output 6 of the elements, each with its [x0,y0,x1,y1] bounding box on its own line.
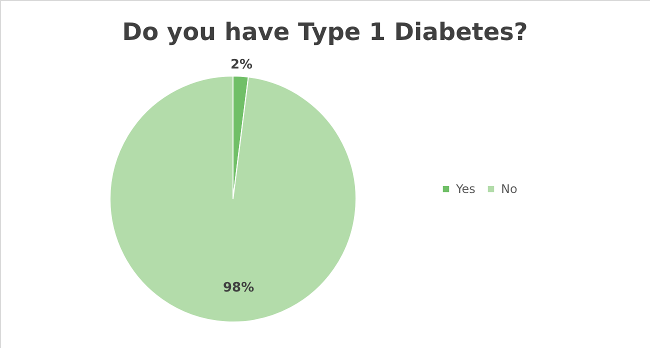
data-label: 2% [230,57,253,72]
legend-label: Yes [455,182,476,196]
pie-slice [110,76,356,322]
chart-title: Do you have Type 1 Diabetes? [122,18,528,46]
data-label: 98% [223,280,254,296]
legend-label: No [501,182,518,196]
